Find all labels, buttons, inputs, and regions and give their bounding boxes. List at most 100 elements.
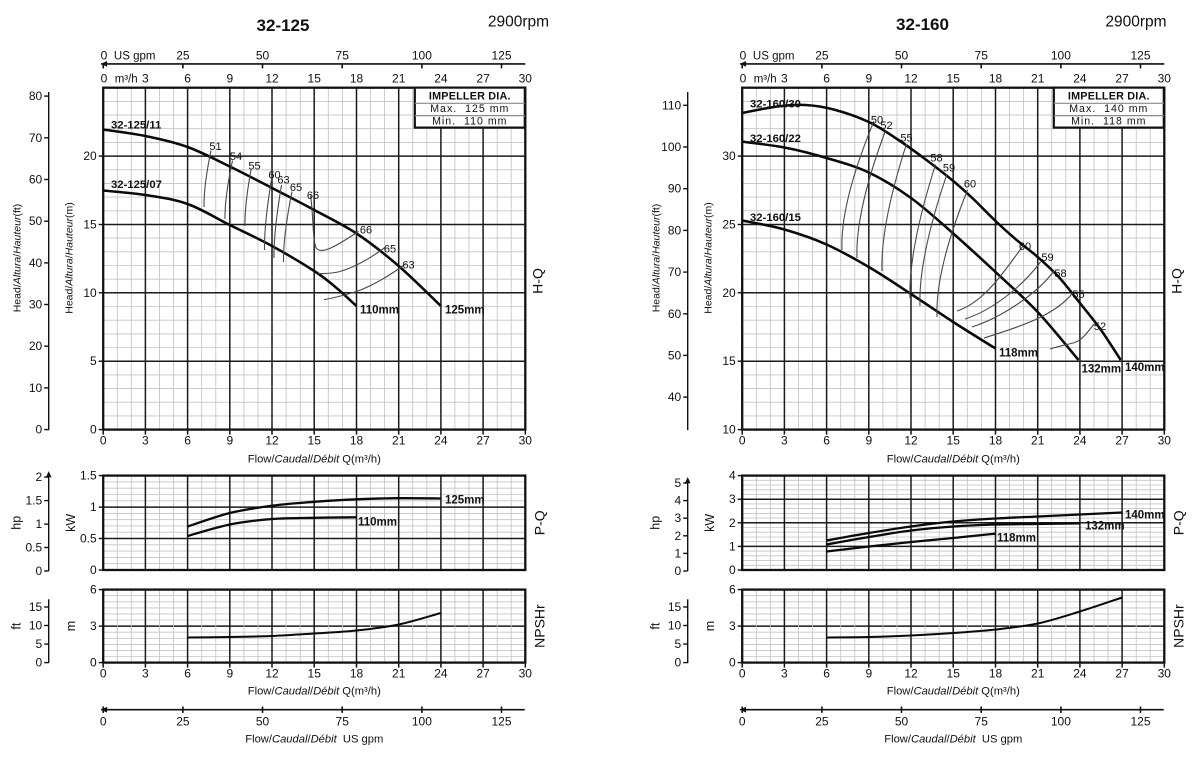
svg-text:60: 60 [29, 173, 43, 187]
svg-text:Flow/Caudal/Débit Q(m³/h): Flow/Caudal/Débit Q(m³/h) [248, 454, 381, 466]
svg-text:58: 58 [930, 153, 942, 165]
svg-text:15: 15 [947, 667, 961, 681]
svg-text:32-160: 32-160 [896, 15, 949, 34]
svg-text:100: 100 [1051, 48, 1071, 62]
svg-text:0.5: 0.5 [26, 541, 43, 555]
svg-text:m³/h: m³/h [754, 73, 777, 85]
svg-text:20: 20 [722, 286, 736, 300]
svg-text:2900rpm: 2900rpm [488, 14, 549, 31]
svg-text:H-Q: H-Q [529, 268, 545, 294]
svg-text:66: 66 [360, 225, 372, 237]
svg-text:Flow/Caudal/Débit Q(m³/h): Flow/Caudal/Débit Q(m³/h) [887, 686, 1020, 698]
svg-text:25: 25 [722, 218, 736, 232]
svg-text:30: 30 [722, 149, 736, 163]
svg-text:Flow/Caudal/Débit US gpm: Flow/Caudal/Débit US gpm [884, 734, 1022, 746]
svg-text:125mm: 125mm [445, 495, 485, 507]
svg-text:2: 2 [675, 529, 682, 543]
svg-text:40: 40 [668, 390, 682, 404]
svg-text:132mm: 132mm [1082, 364, 1122, 376]
svg-text:4: 4 [729, 469, 736, 483]
svg-text:0: 0 [100, 667, 107, 681]
svg-text:75: 75 [975, 48, 989, 62]
svg-text:50: 50 [256, 48, 270, 62]
svg-text:25: 25 [176, 48, 190, 62]
svg-text:55: 55 [900, 133, 912, 145]
svg-text:40: 40 [29, 256, 43, 270]
svg-text:60: 60 [268, 170, 280, 182]
svg-text:15: 15 [308, 71, 322, 85]
svg-text:27: 27 [1115, 434, 1129, 448]
svg-text:12: 12 [265, 434, 279, 448]
svg-text:3: 3 [729, 619, 736, 633]
svg-text:27: 27 [476, 667, 490, 681]
svg-text:3: 3 [90, 619, 97, 633]
svg-text:10: 10 [668, 619, 682, 633]
svg-text:0.5: 0.5 [80, 532, 97, 546]
svg-text:18: 18 [350, 71, 364, 85]
svg-text:15: 15 [947, 434, 961, 448]
svg-text:58: 58 [1054, 268, 1066, 280]
svg-text:59: 59 [1041, 252, 1053, 264]
svg-text:0: 0 [739, 434, 746, 448]
svg-text:80: 80 [29, 89, 43, 103]
svg-text:90: 90 [668, 182, 682, 196]
svg-text:65: 65 [384, 244, 396, 256]
svg-text:m³/h: m³/h [115, 73, 138, 85]
svg-text:55: 55 [248, 161, 260, 173]
svg-text:118mm: 118mm [999, 348, 1038, 360]
svg-text:50: 50 [895, 715, 909, 729]
svg-text:110mm: 110mm [360, 305, 399, 317]
svg-text:12: 12 [265, 667, 279, 681]
svg-text:Head/Altura/Hauteur(ft): Head/Altura/Hauteur(ft) [651, 204, 663, 313]
svg-text:75: 75 [975, 715, 989, 729]
svg-text:P-Q: P-Q [531, 510, 547, 535]
svg-text:125: 125 [491, 715, 511, 729]
svg-text:15: 15 [308, 667, 322, 681]
svg-text:1.5: 1.5 [26, 494, 43, 508]
svg-text:50: 50 [895, 48, 909, 62]
svg-text:6: 6 [729, 583, 736, 597]
svg-text:30: 30 [1158, 434, 1172, 448]
svg-text:30: 30 [519, 667, 533, 681]
svg-text:32-160/15: 32-160/15 [750, 212, 801, 224]
svg-text:Head/Altura/Hauteur(m): Head/Altura/Hauteur(m) [703, 202, 715, 314]
svg-text:12: 12 [904, 71, 918, 85]
svg-text:IMPELLER DIA.: IMPELLER DIA. [429, 90, 511, 102]
svg-text:55: 55 [1072, 289, 1084, 301]
svg-text:m: m [703, 621, 717, 631]
svg-text:Flow/Caudal/Débit US gpm: Flow/Caudal/Débit US gpm [245, 734, 383, 746]
svg-text:15: 15 [29, 600, 43, 614]
svg-text:US gpm: US gpm [753, 50, 795, 62]
svg-text:70: 70 [668, 265, 682, 279]
svg-text:0: 0 [36, 564, 43, 578]
svg-text:H-Q: H-Q [1168, 268, 1184, 294]
svg-text:110: 110 [662, 98, 681, 112]
svg-text:100: 100 [661, 140, 681, 154]
svg-text:9: 9 [865, 434, 872, 448]
svg-text:US gpm: US gpm [114, 50, 156, 62]
svg-text:P-Q: P-Q [1170, 510, 1186, 535]
svg-text:18: 18 [989, 71, 1003, 85]
svg-text:21: 21 [392, 667, 406, 681]
svg-text:Flow/Caudal/Débit Q(m³/h): Flow/Caudal/Débit Q(m³/h) [887, 454, 1020, 466]
svg-text:100: 100 [1051, 715, 1071, 729]
svg-text:75: 75 [336, 715, 350, 729]
svg-text:15: 15 [947, 71, 961, 85]
svg-text:118mm: 118mm [997, 533, 1036, 545]
svg-text:6: 6 [184, 667, 191, 681]
svg-text:50: 50 [256, 715, 270, 729]
svg-text:0: 0 [729, 563, 736, 577]
svg-text:9: 9 [226, 71, 233, 85]
svg-text:m: m [64, 621, 78, 631]
svg-text:20: 20 [83, 149, 97, 163]
svg-text:10: 10 [29, 619, 43, 633]
svg-text:15: 15 [722, 354, 736, 368]
svg-text:24: 24 [1073, 434, 1087, 448]
svg-text:27: 27 [1115, 667, 1129, 681]
svg-text:140mm: 140mm [1125, 362, 1165, 374]
svg-text:30: 30 [1158, 667, 1172, 681]
svg-text:32-160/22: 32-160/22 [750, 133, 801, 145]
svg-text:ft: ft [10, 622, 24, 629]
svg-text:0: 0 [101, 71, 108, 85]
svg-text:52: 52 [880, 120, 892, 132]
